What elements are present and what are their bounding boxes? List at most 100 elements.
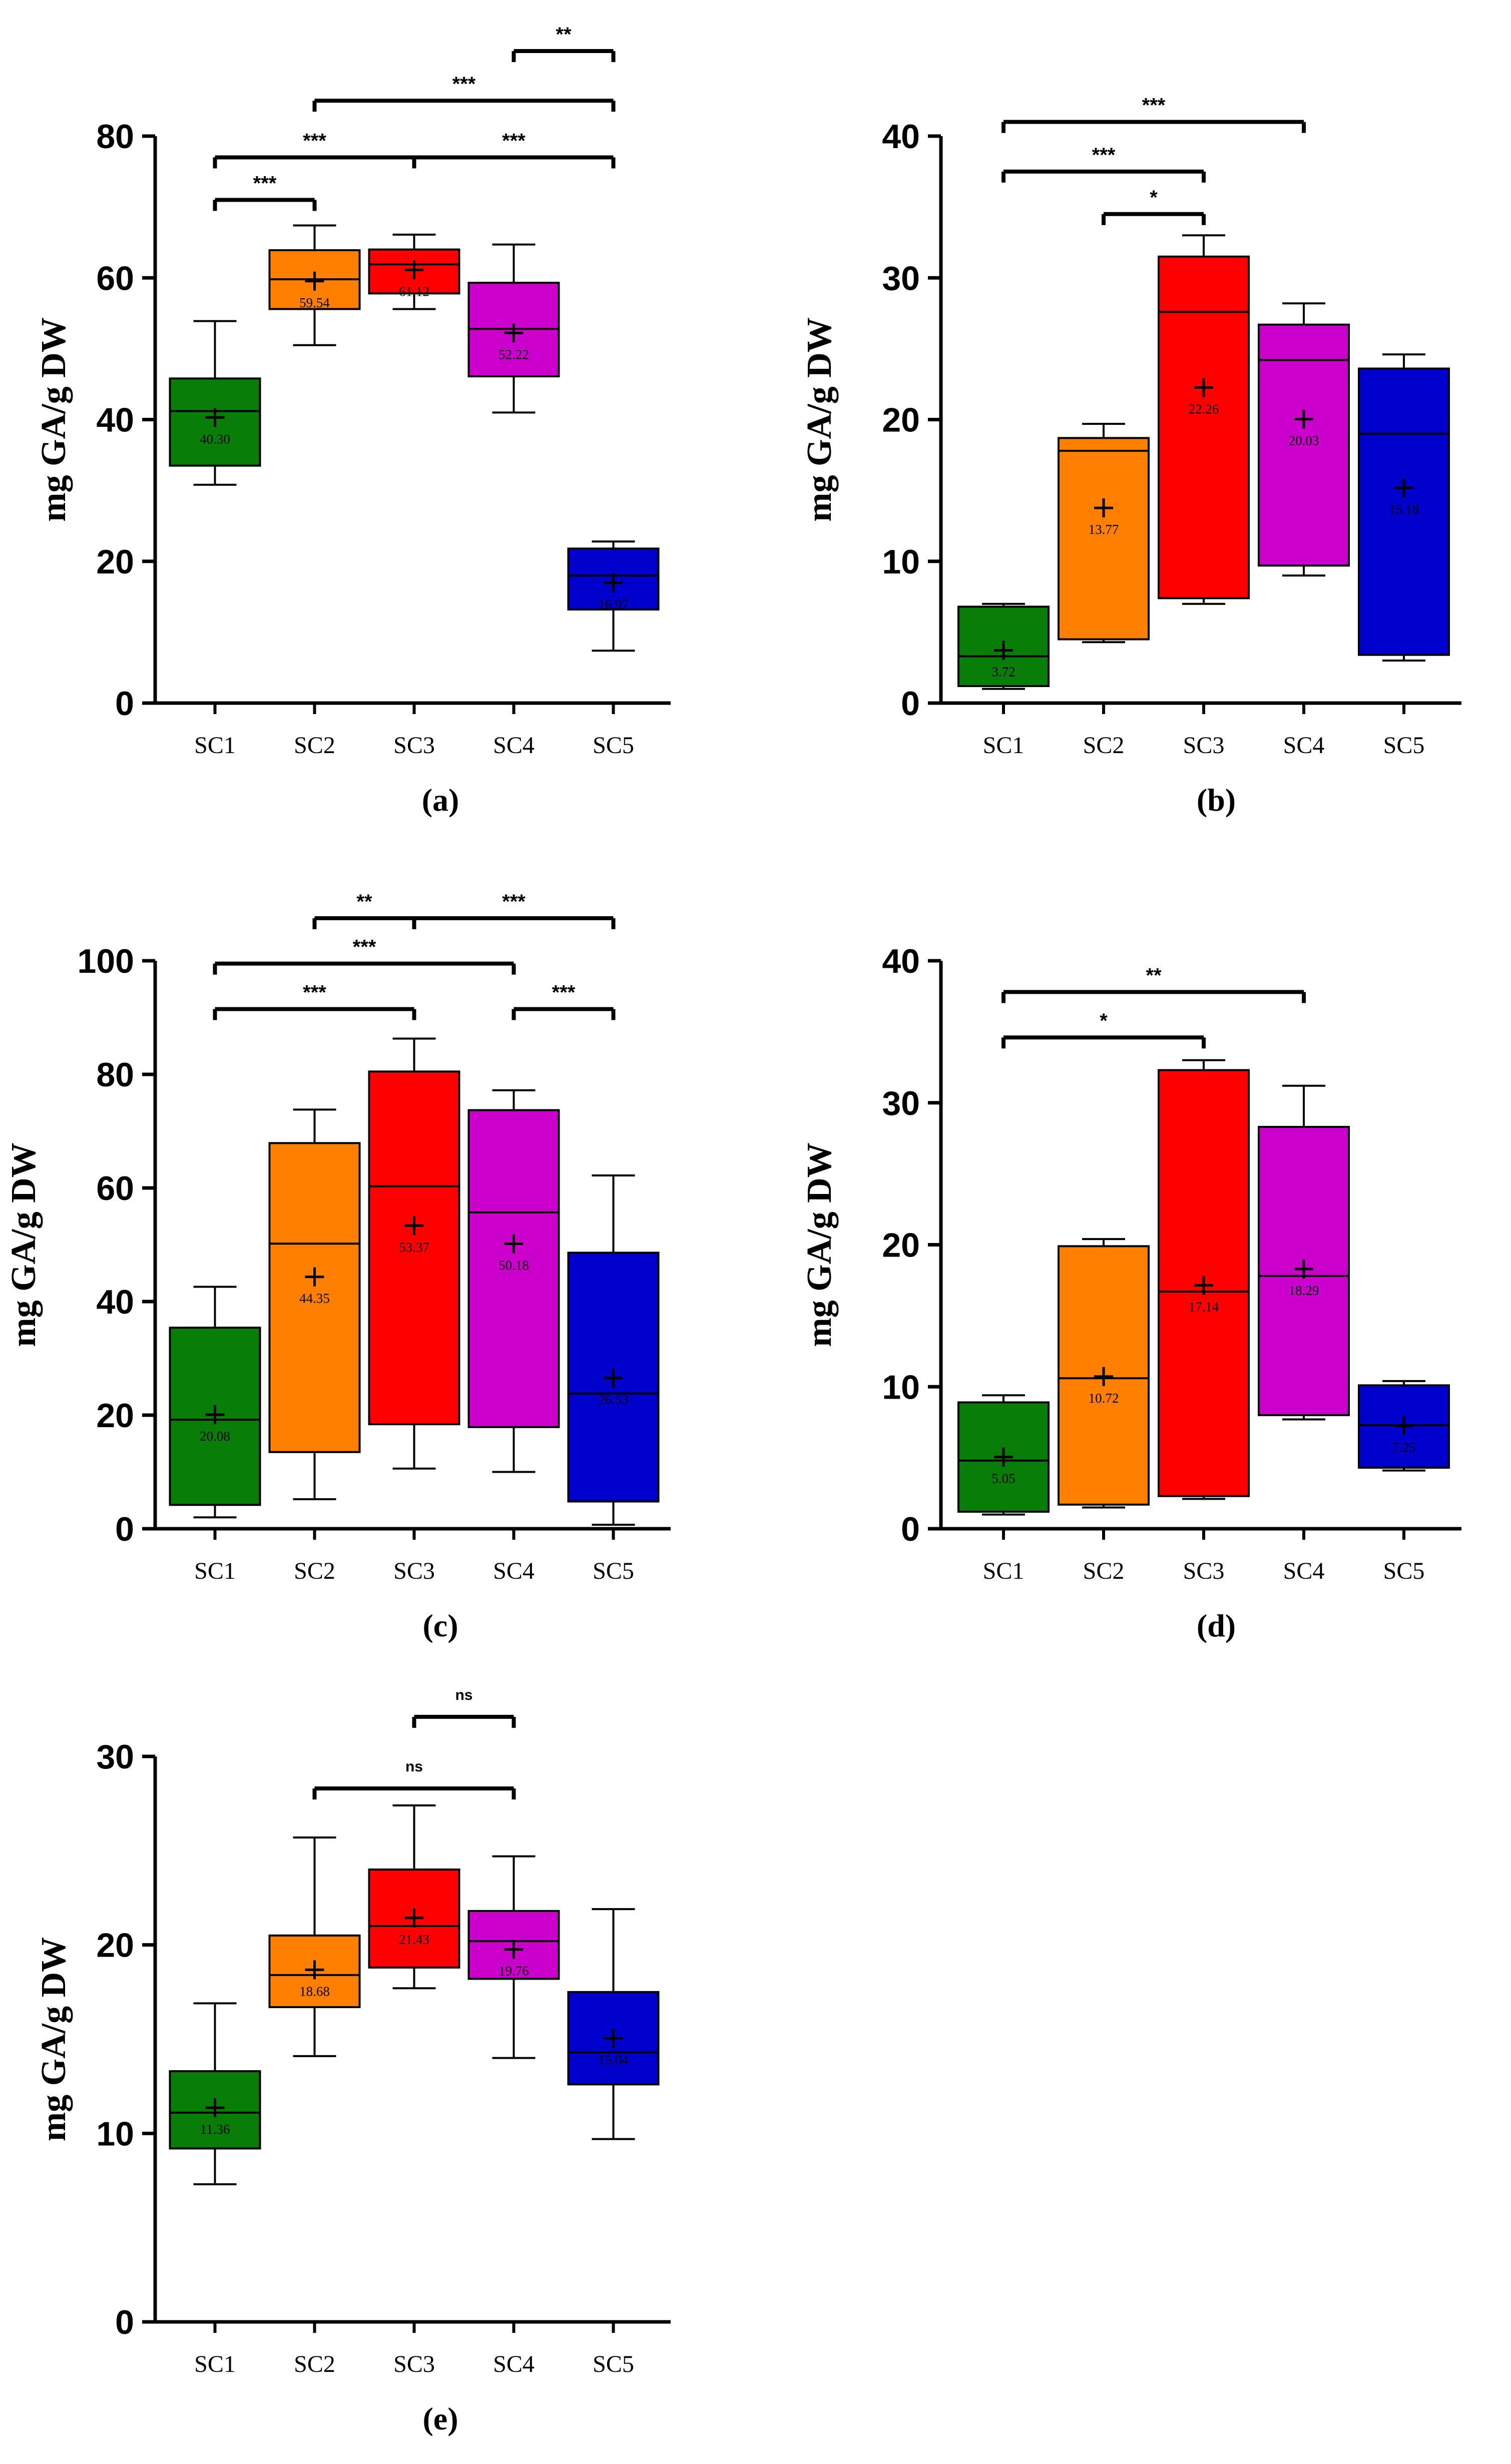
box-sc4: 19.76 [467, 1855, 560, 2059]
y-tick-label: 0 [901, 685, 920, 723]
box-sc1: 3.72 [957, 602, 1050, 690]
panel-letter: (e) [422, 2401, 458, 2436]
y-tick-label: 0 [901, 1510, 920, 1548]
box-sc2: 10.72 [1058, 1238, 1150, 1509]
box-body [1158, 255, 1250, 599]
box-body [1358, 367, 1450, 656]
significance-bracket: *** [213, 172, 317, 211]
box-sc4: 50.18 [467, 1089, 560, 1473]
panel-letter: (a) [422, 782, 459, 818]
y-tick-label: 60 [96, 259, 134, 297]
x-tick-label: SC5 [1383, 732, 1425, 759]
chart-panel-5: 0 10 20 30 mg GA/g DW SC1 SC2 SC3 SC4 SC5 11.36 18.… [35, 1687, 671, 2436]
panel-letter: (c) [422, 1608, 458, 1643]
box-sc3: 17.14 [1158, 1059, 1250, 1500]
box-body [1258, 323, 1350, 567]
box-sc5: 26.53 [567, 1174, 660, 1526]
y-axis-label: mg GA/g DW [35, 317, 73, 521]
box-sc2: 59.54 [268, 224, 361, 346]
mean-label: 20.03 [1289, 433, 1319, 448]
x-tick-label: SC5 [593, 732, 634, 759]
mean-label: 21.43 [399, 1932, 429, 1947]
mean-label: 50.18 [498, 1258, 529, 1273]
significance-label: *** [303, 130, 326, 152]
mean-label: 3.72 [991, 665, 1015, 680]
mean-label: 18.68 [299, 1984, 330, 1999]
mean-label: 11.36 [200, 2122, 230, 2137]
significance-bracket: * [1001, 1010, 1206, 1049]
mean-label: 17.14 [1189, 1300, 1219, 1315]
significance-label: ** [556, 24, 572, 46]
y-tick-label: 80 [96, 118, 134, 156]
x-tick-label: SC2 [294, 2351, 335, 2377]
significance-bracket: ** [512, 24, 616, 63]
chart-panel-4: 0 10 20 30 40 mg GA/g DW SC1 SC2 SC3 SC4 SC5 5.05 10… [800, 942, 1461, 1643]
significance-label: *** [253, 172, 277, 194]
y-tick-label: 30 [96, 1738, 134, 1776]
x-tick-label: SC3 [393, 2351, 435, 2377]
box-sc4: 52.22 [467, 243, 560, 414]
x-tick-label: SC4 [1283, 732, 1325, 759]
y-axis-label: mg GA/g DW [35, 1937, 73, 2141]
significance-label: *** [303, 981, 326, 1003]
x-tick-label: SC1 [194, 732, 236, 759]
y-tick-label: 10 [882, 1368, 920, 1406]
box-sc3: 21.43 [368, 1804, 460, 1990]
box-sc1: 40.30 [169, 320, 261, 486]
y-tick-label: 10 [882, 543, 920, 581]
significance-label: *** [1092, 144, 1116, 166]
box-body [567, 1991, 660, 2086]
mean-label: 44.35 [299, 1291, 330, 1306]
mean-label: 15.18 [1389, 502, 1419, 517]
significance-bracket: * [1102, 187, 1206, 225]
mean-label: 13.77 [1089, 522, 1119, 537]
box-sc4: 18.29 [1258, 1084, 1350, 1421]
significance-bracket: *** [312, 73, 616, 112]
box-sc2: 13.77 [1058, 422, 1150, 644]
box-body [1058, 1245, 1150, 1506]
significance-label: *** [502, 130, 526, 152]
y-tick-label: 20 [882, 1226, 920, 1265]
y-tick-label: 100 [78, 942, 134, 980]
box-sc2: 18.68 [268, 1836, 361, 2057]
box-sc2: 44.35 [268, 1108, 361, 1500]
x-tick-label: SC4 [493, 732, 535, 759]
panel-letter: (b) [1197, 782, 1236, 818]
y-axis-label: mg GA/g DW [800, 1142, 839, 1347]
box-sc3: 22.26 [1158, 234, 1250, 605]
box-sc5: 15.04 [567, 1908, 660, 2140]
x-tick-label: SC1 [983, 1558, 1025, 1584]
mean-label: 52.22 [498, 347, 529, 362]
significance-bracket: ** [312, 891, 416, 929]
mean-label: 10.72 [1089, 1391, 1119, 1406]
mean-label: 18.29 [1289, 1283, 1319, 1298]
box-sc3: 61.12 [368, 233, 460, 310]
significance-bracket: *** [512, 981, 616, 1020]
significance-label: * [1150, 187, 1158, 209]
y-tick-label: 20 [882, 401, 920, 439]
y-axis-label: mg GA/g DW [800, 317, 839, 521]
x-tick-label: SC3 [393, 1558, 435, 1584]
y-tick-label: 80 [96, 1056, 134, 1094]
mean-label: 26.53 [598, 1392, 629, 1407]
significance-bracket: *** [1001, 95, 1306, 133]
mean-label: 19.76 [498, 1964, 529, 1979]
y-tick-label: 60 [96, 1169, 134, 1207]
x-tick-label: SC2 [1083, 1558, 1125, 1584]
y-tick-label: 30 [882, 259, 920, 297]
chart-panel-1: 0 20 40 60 80 mg GA/g DW SC1 SC2 SC3 SC4 SC5 40.30 5… [35, 24, 671, 818]
x-tick-label: SC5 [593, 1558, 634, 1584]
x-tick-label: SC2 [1083, 732, 1125, 759]
x-tick-label: SC4 [1283, 1558, 1325, 1584]
y-tick-label: 20 [96, 1397, 134, 1435]
mean-label: 7.25 [1392, 1440, 1415, 1455]
significance-bracket: *** [213, 936, 516, 975]
significance-bracket: *** [213, 981, 416, 1020]
y-tick-label: 40 [96, 401, 134, 439]
mean-label: 20.08 [200, 1429, 230, 1444]
box-sc5: 15.18 [1358, 353, 1450, 662]
y-tick-label: 40 [882, 118, 920, 156]
box-sc5: 7.25 [1358, 1380, 1450, 1472]
x-tick-label: SC3 [393, 732, 435, 759]
